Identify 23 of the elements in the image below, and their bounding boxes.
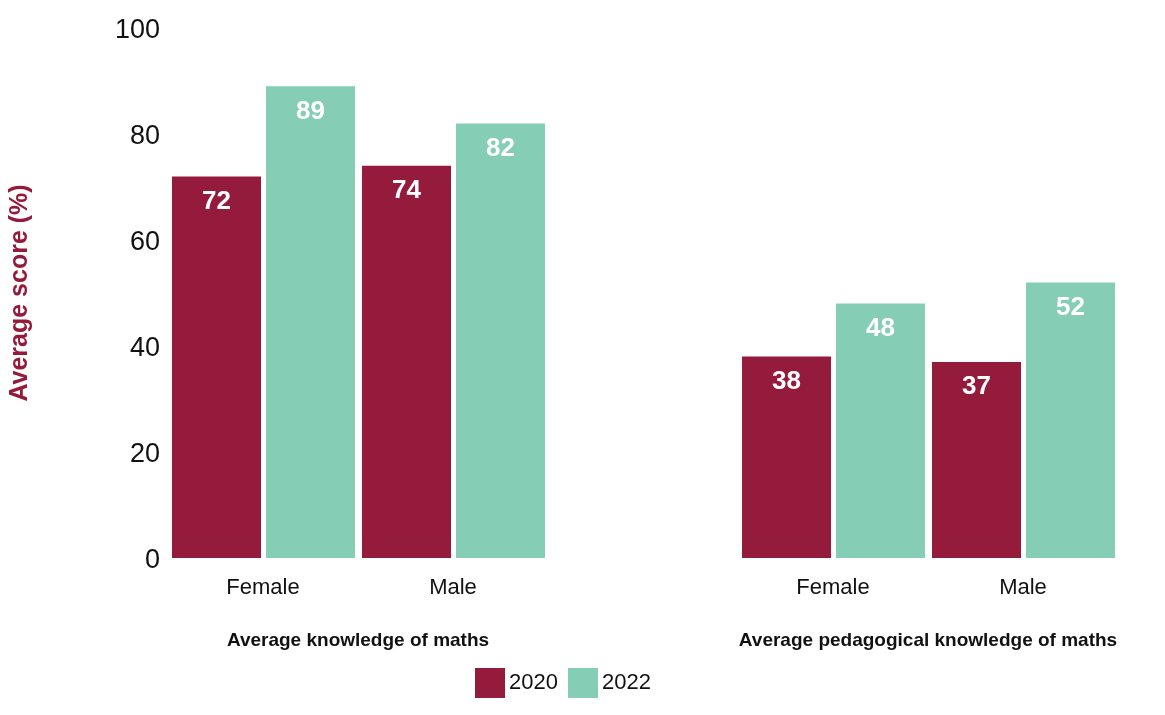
x-tick-label: Female [226, 574, 300, 599]
x-tick-label: Male [999, 574, 1047, 599]
data-label: 82 [486, 131, 515, 162]
y-tick-label: 100 [114, 13, 160, 44]
data-label: 48 [866, 312, 895, 343]
x-tick-label: Female [796, 574, 870, 599]
y-tick-label: 20 [129, 437, 160, 468]
legend-label: 2022 [602, 668, 651, 694]
y-tick-label: 40 [129, 331, 160, 362]
y-tick-label: 80 [129, 119, 160, 150]
data-label: 89 [296, 94, 325, 125]
legend-label: 2020 [509, 668, 558, 694]
data-label: 74 [392, 174, 422, 205]
text: Average knowledge of maths [226, 629, 490, 650]
data-label: 72 [202, 184, 231, 215]
data-label: 37 [962, 370, 991, 401]
y-tick-label: 0 [144, 543, 160, 574]
y-tick-label: 60 [129, 225, 160, 256]
x-tick-label: Male [429, 574, 477, 599]
data-label: 38 [772, 365, 801, 396]
text: Average pedagogical knowledge of maths [738, 629, 1118, 650]
y-axis-title: Average score (%) [3, 184, 32, 402]
data-label: 52 [1056, 290, 1085, 321]
